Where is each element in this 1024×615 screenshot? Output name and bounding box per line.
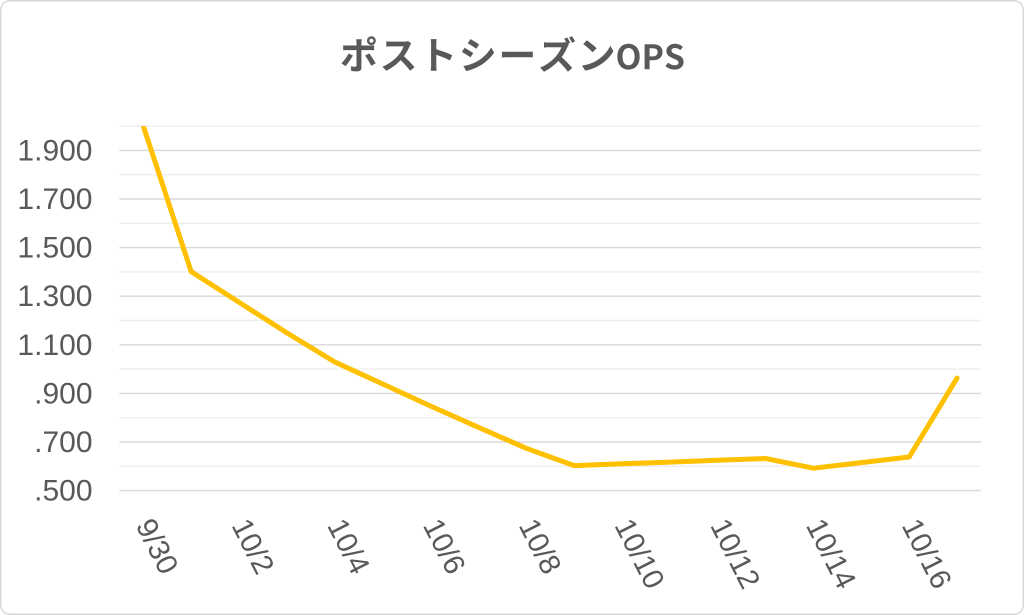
svg-text:1.900: 1.900: [17, 134, 92, 167]
svg-text:1.500: 1.500: [17, 232, 92, 265]
svg-text:.700: .700: [34, 426, 92, 459]
svg-text:1.100: 1.100: [17, 329, 92, 362]
svg-text:.900: .900: [34, 377, 92, 410]
svg-text:.500: .500: [34, 475, 92, 508]
svg-text:1.300: 1.300: [17, 280, 92, 313]
svg-text:1.700: 1.700: [17, 183, 92, 216]
